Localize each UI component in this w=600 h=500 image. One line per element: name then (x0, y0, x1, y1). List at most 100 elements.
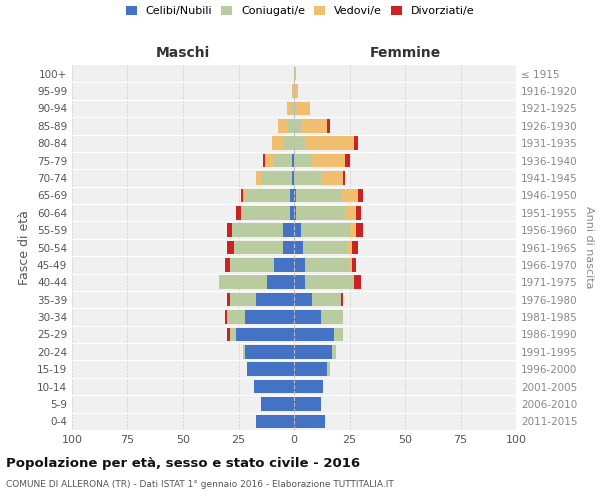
Bar (294, 397, 320, 410)
Bar (305, 136, 354, 150)
Bar (354, 276, 361, 289)
Bar (243, 188, 245, 202)
Bar (230, 258, 274, 272)
Bar (294, 345, 332, 358)
Bar (328, 119, 329, 132)
Bar (294, 84, 298, 98)
Bar (294, 362, 328, 376)
Bar (230, 328, 236, 341)
Bar (356, 206, 361, 220)
Bar (294, 380, 323, 394)
Bar (234, 240, 283, 254)
Bar (232, 224, 283, 237)
Bar (230, 293, 256, 306)
Text: COMUNE DI ALLERONA (TR) - Dati ISTAT 1° gennaio 2016 - Elaborazione TUTTITALIA.I: COMUNE DI ALLERONA (TR) - Dati ISTAT 1° … (6, 480, 394, 489)
Bar (278, 119, 287, 132)
Bar (301, 224, 349, 237)
Bar (358, 188, 363, 202)
Bar (256, 171, 260, 185)
Bar (294, 67, 296, 80)
Bar (352, 258, 356, 272)
Bar (296, 206, 345, 220)
Bar (294, 258, 305, 272)
Bar (247, 362, 294, 376)
Text: Femmine: Femmine (370, 46, 440, 60)
Bar (218, 276, 268, 289)
Bar (268, 276, 294, 289)
Bar (243, 345, 245, 358)
Bar (345, 154, 349, 168)
Bar (332, 345, 336, 358)
Bar (241, 188, 243, 202)
Bar (294, 240, 303, 254)
Bar (227, 224, 232, 237)
Bar (292, 102, 294, 115)
Text: Maschi: Maschi (156, 46, 210, 60)
Bar (345, 206, 356, 220)
Bar (347, 240, 352, 254)
Bar (292, 171, 294, 185)
Bar (294, 154, 312, 168)
Bar (256, 414, 294, 428)
Bar (301, 119, 328, 132)
Bar (254, 380, 294, 394)
Bar (294, 119, 301, 132)
Bar (349, 258, 352, 272)
Bar (290, 206, 294, 220)
Bar (341, 188, 358, 202)
Bar (287, 119, 294, 132)
Bar (272, 136, 283, 150)
Y-axis label: Anni di nascita: Anni di nascita (584, 206, 594, 289)
Bar (225, 258, 230, 272)
Bar (265, 154, 274, 168)
Bar (245, 188, 290, 202)
Bar (294, 328, 334, 341)
Bar (349, 224, 356, 237)
Bar (283, 136, 294, 150)
Bar (341, 293, 343, 306)
Bar (256, 293, 294, 306)
Bar (287, 102, 292, 115)
Bar (294, 188, 296, 202)
Bar (296, 188, 341, 202)
Bar (274, 154, 292, 168)
Bar (294, 224, 301, 237)
Bar (305, 258, 349, 272)
Bar (263, 154, 265, 168)
Bar (225, 310, 227, 324)
Bar (283, 224, 294, 237)
Bar (227, 310, 245, 324)
Text: Popolazione per età, sesso e stato civile - 2016: Popolazione per età, sesso e stato civil… (6, 458, 360, 470)
Bar (290, 188, 294, 202)
Bar (356, 224, 363, 237)
Bar (303, 240, 347, 254)
Bar (352, 240, 358, 254)
Bar (294, 310, 320, 324)
Bar (328, 362, 329, 376)
Bar (227, 293, 230, 306)
Bar (296, 102, 310, 115)
Bar (334, 328, 343, 341)
Bar (312, 154, 345, 168)
Bar (320, 171, 343, 185)
Y-axis label: Fasce di età: Fasce di età (19, 210, 31, 285)
Bar (274, 258, 294, 272)
Bar (283, 240, 294, 254)
Bar (305, 276, 354, 289)
Bar (294, 171, 320, 185)
Bar (260, 171, 292, 185)
Bar (227, 240, 234, 254)
Bar (294, 414, 325, 428)
Bar (294, 206, 296, 220)
Bar (294, 293, 312, 306)
Bar (294, 136, 305, 150)
Bar (227, 328, 230, 341)
Bar (354, 136, 358, 150)
Bar (294, 276, 305, 289)
Bar (236, 328, 294, 341)
Bar (292, 84, 294, 98)
Legend: Celibi/Nubili, Coniugati/e, Vedovi/e, Divorziati/e: Celibi/Nubili, Coniugati/e, Vedovi/e, Di… (125, 6, 475, 16)
Bar (294, 102, 296, 115)
Bar (236, 206, 241, 220)
Bar (292, 154, 294, 168)
